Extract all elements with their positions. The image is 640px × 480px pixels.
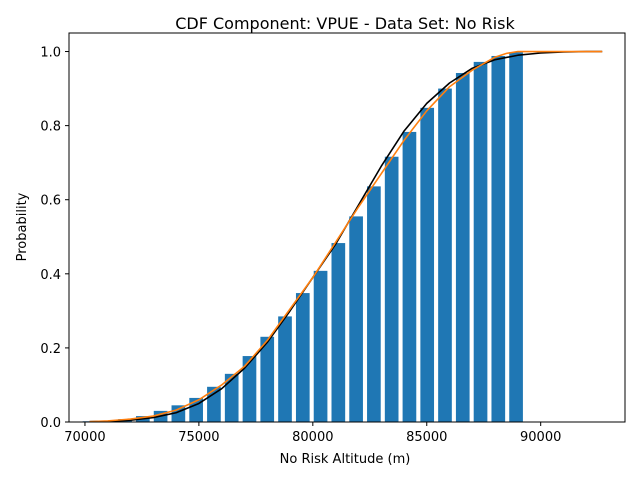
y-tick-label: 0.6 [40,194,61,209]
bar [384,156,399,423]
y-tick-label: 1.0 [40,46,61,61]
bar [331,243,346,422]
bar [242,356,257,422]
cdf-line-black [89,50,603,423]
bar [367,186,381,422]
bar [224,373,239,422]
plot-frame [68,32,626,423]
y-axis: 0.0 0.2 0.4 0.6 0.8 1.0 [40,46,69,431]
bar [260,336,275,422]
cdf-line-orange [89,50,603,423]
x-tick-label: 80000 [292,430,333,445]
bar [349,216,363,422]
x-tick-label: 70000 [64,430,105,445]
bar [455,73,470,422]
bar [313,270,328,422]
chart-title: CDF Component: VPUE - Data Set: No Risk [175,14,515,33]
x-axis-label: No Risk Altitude (m) [280,452,411,467]
plot-area [82,50,603,423]
bar [509,52,523,422]
x-tick-label: 90000 [520,430,561,445]
x-tick-label: 75000 [178,430,219,445]
x-axis: 70000 75000 80000 85000 90000 [64,422,561,445]
y-tick-label: 0.2 [40,342,61,357]
bar [295,293,310,422]
y-tick-label: 0.0 [40,416,61,431]
bar [278,316,292,422]
bar [402,131,417,423]
bar [438,88,452,422]
bar [491,55,506,422]
y-tick-label: 0.8 [40,120,61,135]
bar [420,107,435,422]
y-tick-label: 0.4 [40,268,61,283]
x-tick-label: 85000 [406,430,447,445]
bar [171,405,186,422]
bar [473,61,488,423]
bar [207,386,221,422]
y-axis-label: Probability [15,192,30,261]
